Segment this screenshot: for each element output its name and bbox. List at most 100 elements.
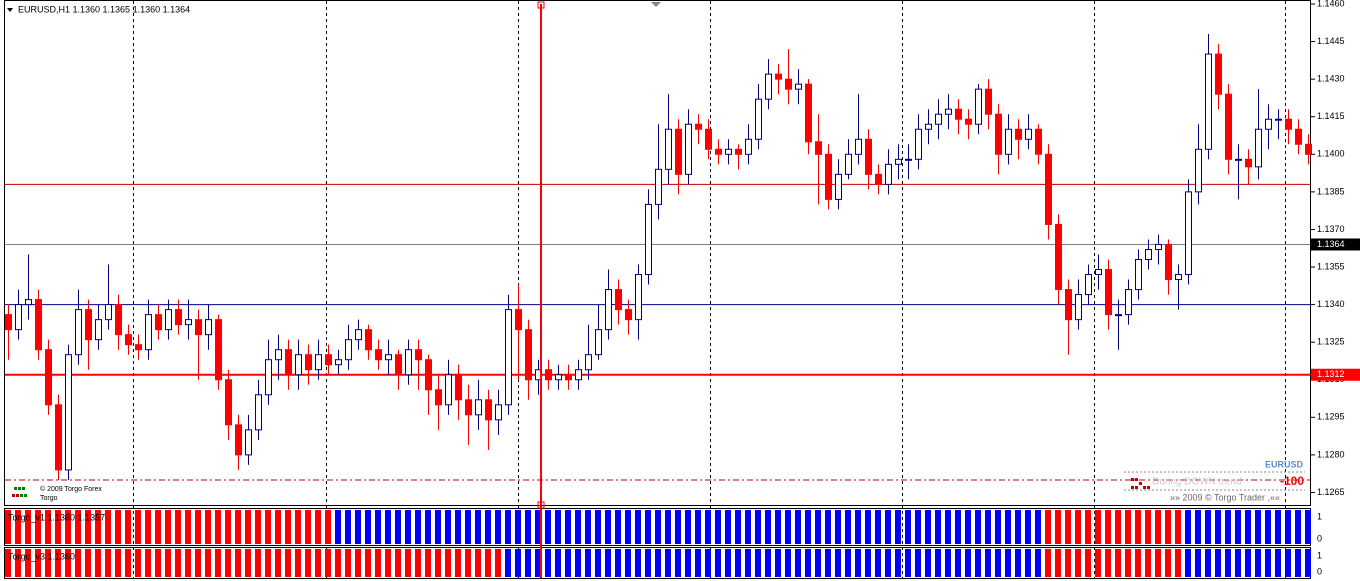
- signal-stripe: [565, 549, 571, 577]
- signal-stripe: [1215, 549, 1221, 577]
- signal-stripe: [445, 510, 451, 544]
- signal-stripe: [1205, 549, 1211, 577]
- candle-body: [1285, 118, 1292, 130]
- candle-body: [505, 309, 512, 406]
- candle-body: [55, 404, 62, 471]
- signal-stripe: [295, 549, 301, 577]
- candle-body: [305, 354, 312, 371]
- signal-stripe: [755, 510, 761, 544]
- candle-body: [25, 299, 32, 306]
- candle-body: [235, 424, 242, 456]
- signal-stripe: [595, 510, 601, 544]
- candle-body: [685, 123, 692, 175]
- signal-stripe: [1235, 549, 1241, 577]
- signal-stripe: [995, 510, 1001, 544]
- candle-body: [605, 289, 612, 331]
- signal-stripe: [1285, 510, 1291, 544]
- candle-body: [195, 319, 202, 336]
- candle-body: [45, 349, 52, 406]
- candle-body: [815, 141, 822, 155]
- signal-stripe: [365, 510, 371, 544]
- candle-body: [5, 314, 12, 331]
- signal-stripe: [835, 510, 841, 544]
- candle-body: [1135, 259, 1142, 291]
- candle-body: [1085, 274, 1092, 296]
- signal-stripe: [135, 510, 141, 544]
- candle-body: [795, 83, 802, 90]
- signal-stripe: [115, 510, 121, 544]
- signal-stripe: [65, 549, 71, 577]
- candle-body: [105, 304, 112, 321]
- signal-stripe: [155, 510, 161, 544]
- signal-stripe: [435, 549, 441, 577]
- signal-stripe: [1195, 510, 1201, 544]
- candle-body: [245, 429, 252, 456]
- y-tick-label: 1.1385: [1317, 186, 1345, 196]
- panel-tick-label: 1: [1317, 511, 1322, 521]
- menu-arrow: [7, 8, 13, 12]
- signal-stripe: [315, 549, 321, 577]
- signal-stripe: [545, 549, 551, 577]
- candle-body: [1245, 158, 1252, 168]
- signal-stripe: [145, 549, 151, 577]
- signal-stripe: [1165, 510, 1171, 544]
- candle-body: [475, 399, 482, 416]
- candle-body: [575, 369, 582, 381]
- signal-stripe: [35, 510, 41, 544]
- candle-body: [1295, 128, 1302, 145]
- candle-body: [1065, 289, 1072, 321]
- marks: [5, 34, 1312, 577]
- signal-stripe: [405, 510, 411, 544]
- candle-body: [285, 349, 292, 376]
- candle-body: [955, 108, 962, 120]
- signal-stripe: [515, 510, 521, 544]
- candle-body: [525, 329, 532, 381]
- signal-stripe: [695, 549, 701, 577]
- signal-stripe: [335, 549, 341, 577]
- candle-body: [625, 309, 632, 321]
- signal-stripe: [215, 549, 221, 577]
- signal-stripe: [1205, 510, 1211, 544]
- candle-body: [275, 349, 282, 361]
- signal-stripe: [755, 549, 761, 577]
- candle-body: [595, 329, 602, 356]
- signal-stripe: [315, 510, 321, 544]
- signal-stripe: [415, 549, 421, 577]
- signal-stripe: [725, 549, 731, 577]
- candle-body: [415, 349, 422, 361]
- signal-stripe: [405, 549, 411, 577]
- signal-stripe: [1295, 510, 1301, 544]
- signal-stripe: [1075, 510, 1081, 544]
- signal-stripe: [1245, 549, 1251, 577]
- signal-stripe: [835, 549, 841, 577]
- signal-stripe: [975, 549, 981, 577]
- candle-body: [995, 113, 1002, 155]
- signal-stripe: [365, 549, 371, 577]
- signal-stripe: [575, 549, 581, 577]
- signal-stripe: [25, 549, 31, 577]
- signal-stripe: [665, 510, 671, 544]
- candle-body: [1125, 289, 1132, 316]
- signal-stripe: [985, 510, 991, 544]
- signal-stripe: [665, 549, 671, 577]
- signal-stripe: [1305, 549, 1311, 577]
- panel-tick-label: 0: [1317, 533, 1322, 543]
- signal-stripe: [85, 510, 91, 544]
- signal-stripe: [145, 510, 151, 544]
- candle-body: [1015, 128, 1022, 140]
- signal-stripe: [1265, 510, 1271, 544]
- signal-stripe: [745, 549, 751, 577]
- candle-body: [155, 314, 162, 331]
- candle-body: [1095, 269, 1102, 276]
- candle-body: [175, 309, 182, 326]
- signal-stripe: [345, 510, 351, 544]
- candle-body: [485, 399, 492, 421]
- signal-stripe: [685, 510, 691, 544]
- signal-stripe: [355, 549, 361, 577]
- signal-stripe: [1175, 549, 1181, 577]
- candle-body: [1155, 243, 1162, 250]
- signal-stripe: [625, 549, 631, 577]
- signal-stripe: [105, 549, 111, 577]
- candle-body: [735, 148, 742, 155]
